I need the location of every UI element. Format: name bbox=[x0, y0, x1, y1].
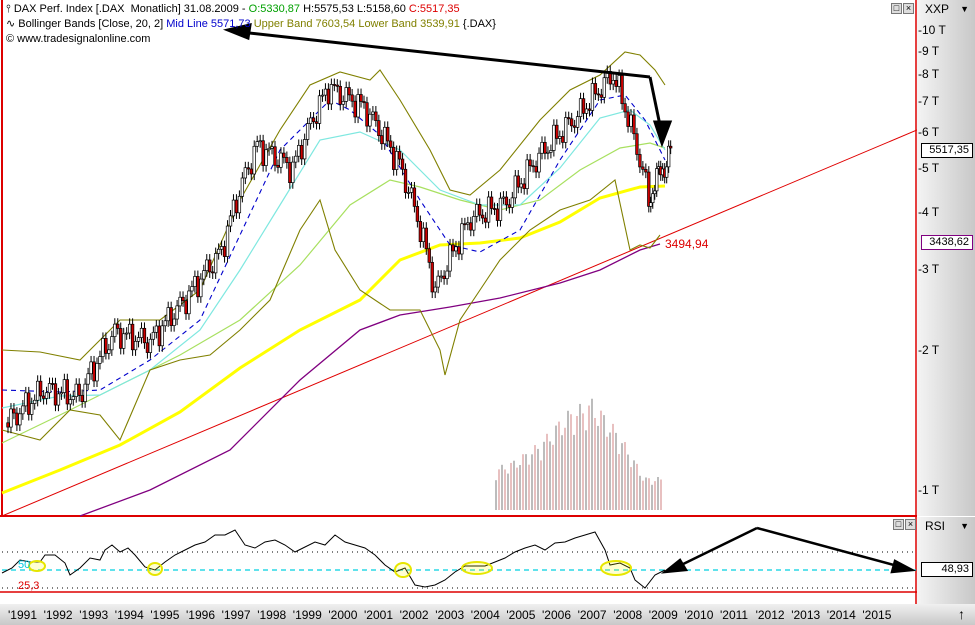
year-label: '2004 bbox=[470, 608, 500, 622]
price-chart[interactable] bbox=[0, 0, 917, 604]
year-label: '2012 bbox=[755, 608, 785, 622]
price-tick-label: -10 T bbox=[918, 23, 946, 37]
volume-bars bbox=[495, 398, 662, 510]
year-label: '2002 bbox=[399, 608, 429, 622]
ma-value-tag: 3438,62 bbox=[921, 235, 973, 250]
price-tick-label: -4 T bbox=[918, 205, 940, 219]
ma-lightgreen-line bbox=[1, 142, 666, 444]
price-tick-label: -1 T bbox=[918, 483, 940, 497]
rsi-value-tag: 48,93 bbox=[921, 562, 973, 577]
ma-purple-line bbox=[79, 243, 661, 517]
rsi-line bbox=[1, 529, 666, 589]
year-label: '2014 bbox=[826, 608, 856, 622]
candlesticks bbox=[6, 65, 673, 434]
year-label: '1995 bbox=[150, 608, 180, 622]
header-bollinger: ∿ Bollinger Bands [Close, 20, 2] Mid Lin… bbox=[6, 18, 496, 30]
ma-cyan-line bbox=[1, 109, 666, 409]
year-label: '2006 bbox=[542, 608, 571, 622]
price-tick-label: -7 T bbox=[918, 94, 940, 108]
header-ohlc: ⫯ DAX Perf. Index [.DAX Monatlich] 31.08… bbox=[6, 3, 460, 15]
rsi-highlight-ellipses bbox=[28, 560, 632, 578]
header-copyright: © www.tradesignalonline.com bbox=[6, 33, 151, 45]
year-label: '2000 bbox=[328, 608, 358, 622]
last-price-tag: 5517,35 bbox=[921, 143, 973, 158]
price-tick-label: -5 T bbox=[918, 161, 940, 175]
rsi-low-label: 25,3 bbox=[18, 580, 40, 592]
chevron-down-icon[interactable]: ▼ bbox=[960, 4, 969, 14]
year-label: '2001 bbox=[364, 608, 393, 622]
price-tick-label: -2 T bbox=[918, 343, 940, 357]
year-label: '2013 bbox=[791, 608, 821, 622]
year-label: '1997 bbox=[221, 608, 251, 622]
year-label: '2007 bbox=[577, 608, 607, 622]
year-label: '1999 bbox=[292, 608, 322, 622]
ma-yellow-line bbox=[1, 184, 666, 495]
price-axis[interactable]: XXP ▼ -10 T -9 T -8 T -7 T -6 T -5 T -4 T -3 T-… bbox=[917, 0, 975, 516]
scroll-arrow-icon[interactable]: ↑ bbox=[958, 606, 965, 622]
annotation-arrow-rsi bbox=[660, 526, 917, 574]
rsi-close-button[interactable]: × bbox=[905, 519, 916, 530]
rsi-50-label: 50 bbox=[18, 559, 31, 571]
year-label: '1993 bbox=[79, 608, 109, 622]
price-tick-label: -3 T bbox=[918, 262, 940, 276]
indicator-wave-icon: ∿ bbox=[6, 18, 19, 30]
trendline-low-label: 3494,94 bbox=[665, 237, 709, 251]
year-label: '2003 bbox=[435, 608, 465, 622]
time-axis[interactable]: '1991 '1992 '1993 '1994 '1995 '1996 '1997 '1998… bbox=[0, 604, 917, 625]
rsi-maximize-button[interactable]: □ bbox=[893, 519, 904, 530]
year-label: '1992 bbox=[43, 608, 73, 622]
chevron-down-icon[interactable]: ▼ bbox=[960, 521, 969, 531]
price-tick-label: -9 T bbox=[918, 44, 940, 58]
year-label: '1991 bbox=[8, 608, 37, 622]
year-label: '2008 bbox=[613, 608, 643, 622]
year-label: '2005 bbox=[506, 608, 536, 622]
year-label: '2010 bbox=[684, 608, 714, 622]
year-label: '1998 bbox=[257, 608, 287, 622]
year-label: '1996 bbox=[186, 608, 215, 622]
rsi-axis[interactable]: RSI ▼ 48,93 bbox=[917, 517, 975, 604]
annotation-arrow-top bbox=[222, 23, 673, 148]
price-tick-label: -8 T bbox=[918, 67, 940, 81]
bollinger-lower-band bbox=[1, 179, 661, 442]
year-label: '2015 bbox=[862, 608, 892, 622]
price-tick-label: -6 T bbox=[918, 125, 940, 139]
year-label: '2009 bbox=[648, 608, 678, 622]
close-button[interactable]: × bbox=[903, 3, 914, 14]
year-label: '2011 bbox=[720, 608, 749, 622]
year-label: '1994 bbox=[114, 608, 144, 622]
candlestick-icon: ⫯ bbox=[6, 3, 14, 15]
maximize-button[interactable]: □ bbox=[891, 3, 902, 14]
